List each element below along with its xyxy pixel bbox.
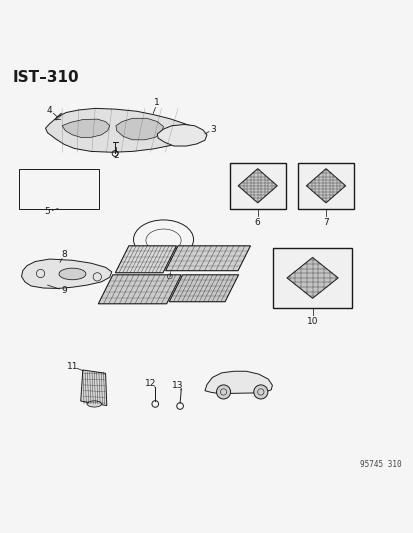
Polygon shape xyxy=(237,168,277,203)
Polygon shape xyxy=(169,275,238,302)
Polygon shape xyxy=(116,118,163,140)
Polygon shape xyxy=(204,372,272,393)
Polygon shape xyxy=(62,119,109,138)
Bar xyxy=(229,163,285,208)
Text: 4: 4 xyxy=(47,106,52,115)
Text: 6: 6 xyxy=(254,217,260,227)
Text: 1: 1 xyxy=(154,99,160,108)
Text: 11: 11 xyxy=(66,362,78,371)
Polygon shape xyxy=(306,168,345,203)
Ellipse shape xyxy=(59,268,86,280)
Text: 12: 12 xyxy=(145,379,157,387)
Bar xyxy=(19,169,99,208)
Bar xyxy=(273,248,351,308)
Text: 8: 8 xyxy=(61,249,67,259)
Polygon shape xyxy=(98,275,181,304)
Text: 9: 9 xyxy=(61,286,67,295)
Text: 3: 3 xyxy=(210,125,216,134)
Text: 10: 10 xyxy=(306,317,318,326)
Text: 95745 310: 95745 310 xyxy=(359,459,401,469)
Bar xyxy=(297,163,353,208)
Polygon shape xyxy=(286,257,337,298)
Polygon shape xyxy=(165,246,250,271)
Circle shape xyxy=(216,385,230,399)
Text: 2: 2 xyxy=(113,151,119,160)
Polygon shape xyxy=(157,125,206,146)
Ellipse shape xyxy=(87,401,102,407)
Text: IST–310: IST–310 xyxy=(12,70,79,85)
Text: 7: 7 xyxy=(323,217,328,227)
Polygon shape xyxy=(45,108,192,152)
Polygon shape xyxy=(81,370,107,406)
Text: 13: 13 xyxy=(172,381,183,390)
Text: 5: 5 xyxy=(45,207,50,216)
Polygon shape xyxy=(115,246,176,273)
Circle shape xyxy=(253,385,267,399)
Polygon shape xyxy=(21,259,112,288)
